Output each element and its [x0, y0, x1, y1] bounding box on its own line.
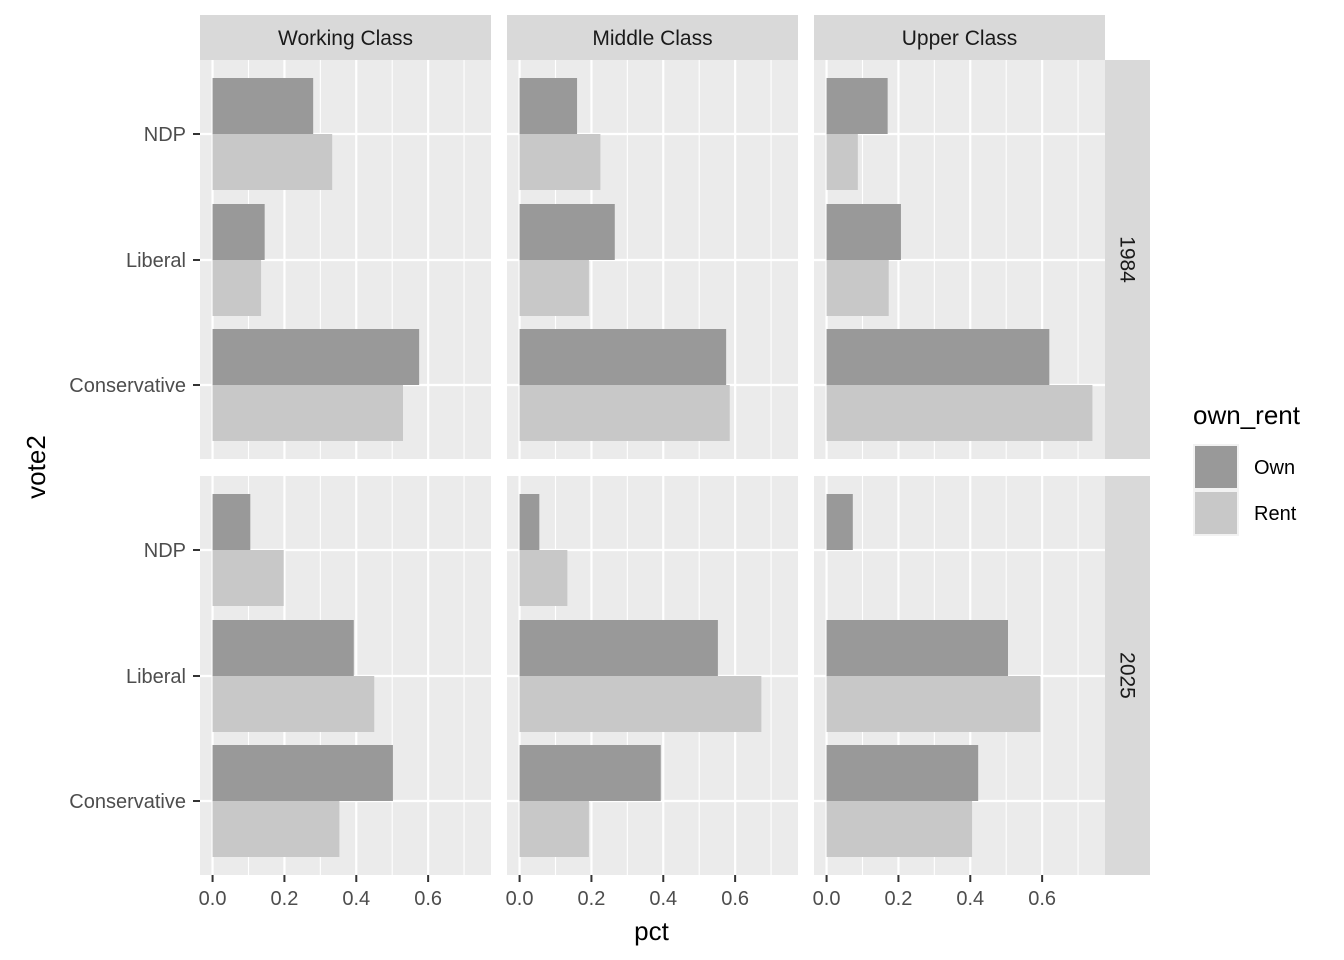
column-strip-label: Working Class [278, 27, 413, 50]
bar-conservative-own [212, 329, 420, 385]
x-tick-label: 0.0 [506, 888, 534, 910]
bar-conservative-rent [519, 385, 730, 441]
row-strip [1105, 476, 1150, 875]
legend-key-rent [1195, 492, 1237, 534]
x-tick-label: 0.4 [649, 888, 677, 910]
legend-label: Own [1254, 457, 1295, 479]
bar-ndp-rent [212, 134, 333, 190]
column-strip [507, 15, 798, 60]
bar-conservative-own [826, 329, 1050, 385]
bar-ndp-own [212, 494, 251, 550]
row-strip [1105, 60, 1150, 459]
x-tick-label: 0.2 [578, 888, 606, 910]
y-axis-title: vote2 [21, 435, 51, 499]
x-tick-label: 0.4 [342, 888, 370, 910]
bar-liberal-own [519, 204, 615, 260]
panel [814, 476, 1105, 875]
bar-ndp-rent [519, 550, 568, 606]
panel [200, 60, 491, 459]
row-strip-label: 1984 [1116, 236, 1139, 283]
bar-conservative-rent [519, 801, 589, 857]
x-axis-title: pct [634, 916, 669, 946]
bar-liberal-rent [212, 260, 262, 316]
bar-conservative-rent [212, 385, 403, 441]
bar-conservative-rent [212, 801, 340, 857]
legend-key-own [1195, 446, 1237, 488]
x-tick-label: 0.2 [271, 888, 299, 910]
bar-ndp-rent [519, 134, 601, 190]
bar-conservative-own [212, 745, 393, 801]
column-strip-label: Middle Class [592, 27, 712, 50]
bar-conservative-own [519, 745, 661, 801]
bar-ndp-own [212, 78, 314, 134]
panel [507, 60, 798, 459]
column-strip-label: Upper Class [902, 27, 1018, 50]
bar-liberal-own [826, 204, 901, 260]
bar-liberal-own [212, 204, 265, 260]
y-tick-label: Liberal [126, 250, 186, 272]
bar-ndp-rent [212, 550, 284, 606]
bar-conservative-rent [826, 801, 973, 857]
column-strip [200, 15, 491, 60]
x-tick-label: 0.4 [956, 888, 984, 910]
bar-ndp-own [519, 78, 578, 134]
bar-liberal-rent [826, 676, 1041, 732]
panel [507, 476, 798, 875]
bar-liberal-own [212, 620, 354, 676]
bar-conservative-own [826, 745, 979, 801]
y-tick-label: Liberal [126, 666, 186, 688]
y-tick-label: NDP [144, 540, 186, 562]
bar-liberal-own [826, 620, 1008, 676]
bar-liberal-rent [519, 260, 589, 316]
bar-liberal-rent [212, 676, 375, 732]
row-strip-label: 2025 [1116, 652, 1139, 699]
y-tick-label: Conservative [69, 791, 186, 813]
x-tick-label: 0.6 [1028, 888, 1056, 910]
x-tick-label: 0.0 [199, 888, 227, 910]
x-tick-label: 0.0 [813, 888, 841, 910]
bar-ndp-own [826, 494, 853, 550]
bar-conservative-rent [826, 385, 1093, 441]
bar-liberal-rent [519, 676, 762, 732]
x-tick-label: 0.6 [414, 888, 442, 910]
bar-liberal-own [519, 620, 718, 676]
bar-ndp-rent [826, 134, 858, 190]
panel [200, 476, 491, 875]
bar-ndp-own [826, 78, 888, 134]
column-strip [814, 15, 1105, 60]
y-tick-label: NDP [144, 124, 186, 146]
bar-ndp-own [519, 494, 540, 550]
legend-label: Rent [1254, 503, 1297, 525]
bar-conservative-own [519, 329, 727, 385]
x-tick-label: 0.2 [885, 888, 913, 910]
bar-liberal-rent [826, 260, 889, 316]
x-tick-label: 0.6 [721, 888, 749, 910]
panel [814, 60, 1105, 459]
legend-title: own_rent [1193, 400, 1301, 430]
y-tick-label: Conservative [69, 375, 186, 397]
